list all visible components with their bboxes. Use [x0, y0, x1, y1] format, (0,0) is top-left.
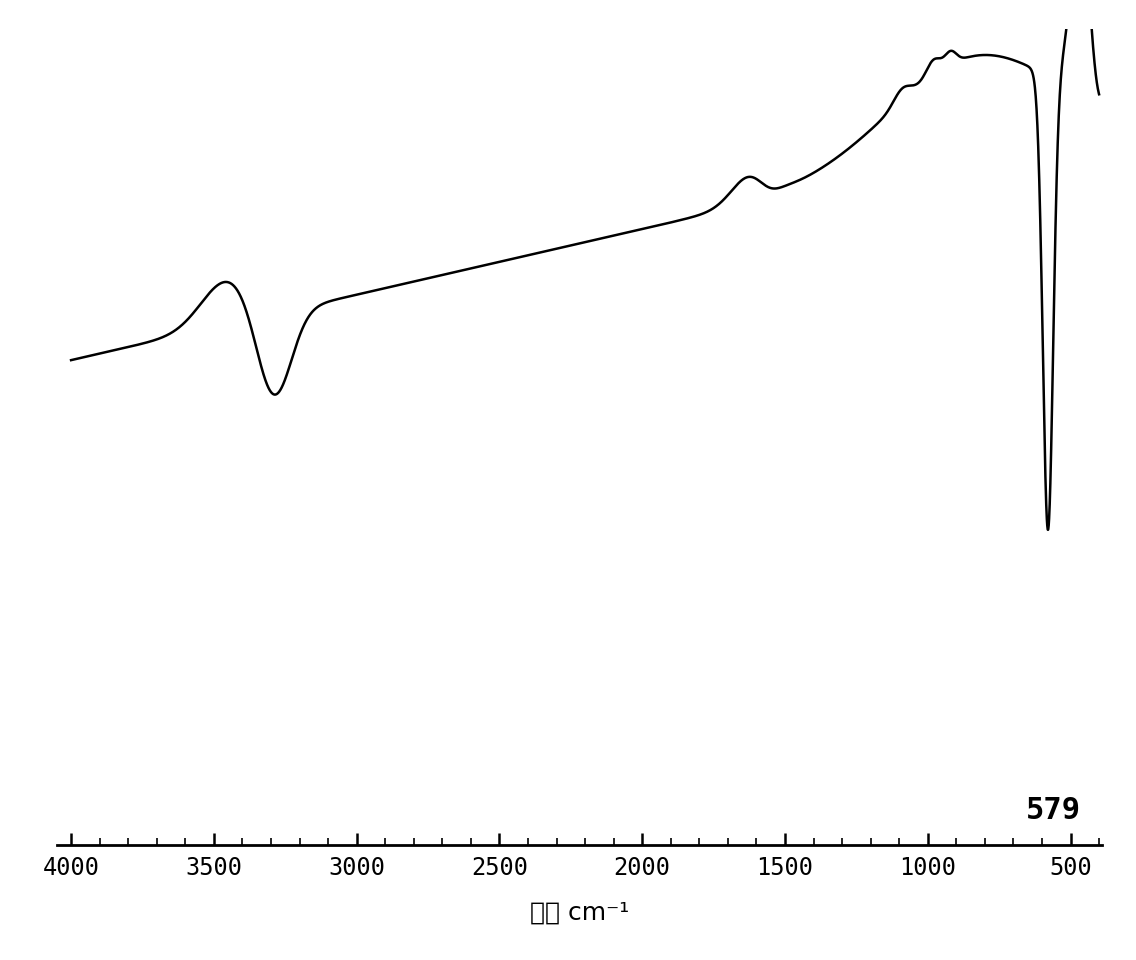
X-axis label: 波数 cm⁻¹: 波数 cm⁻¹	[529, 900, 629, 924]
Text: 579: 579	[1026, 796, 1081, 825]
